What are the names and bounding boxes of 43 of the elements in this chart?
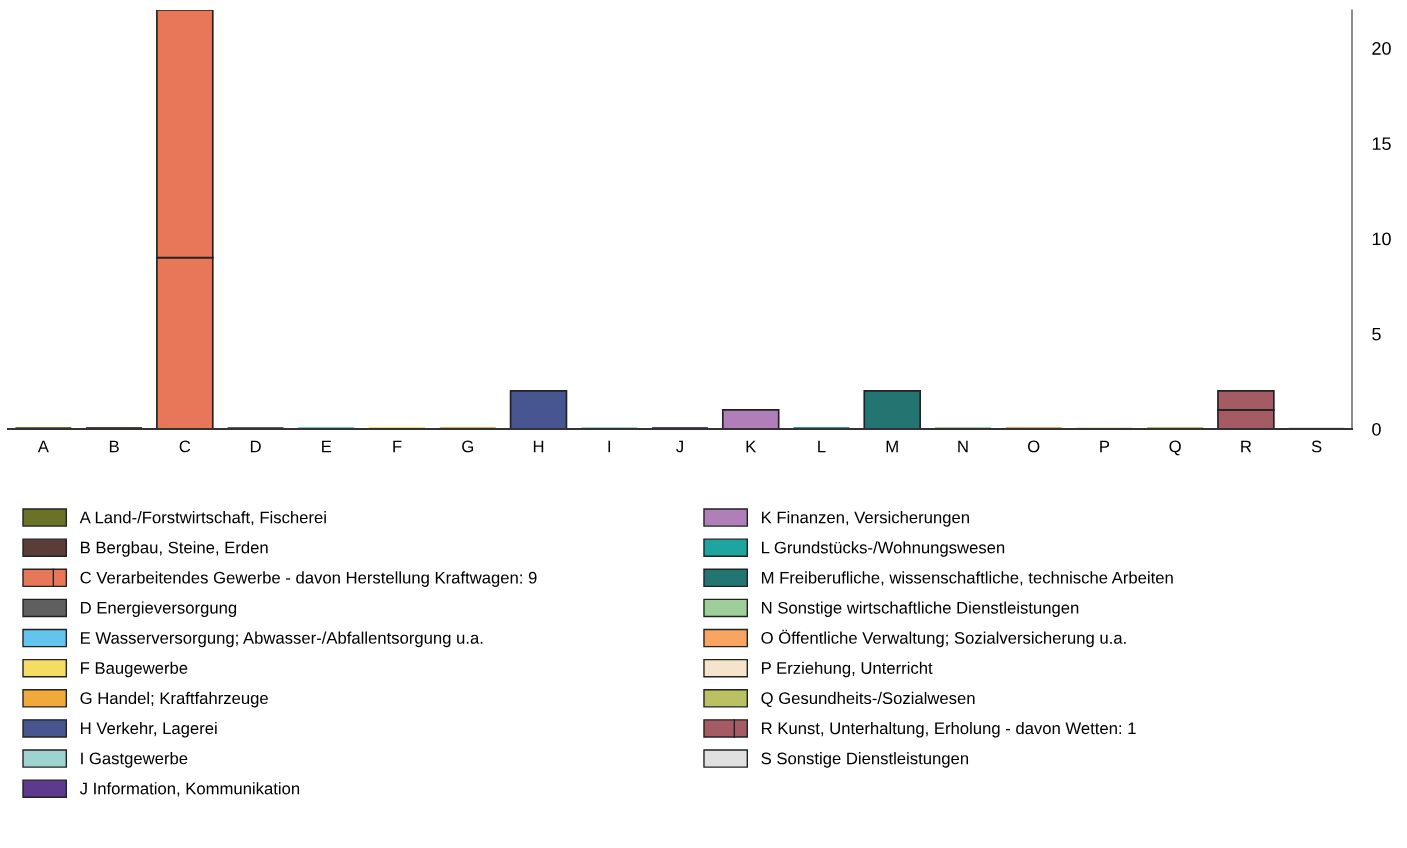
legend-label: N Sonstige wirtschaftliche Dienstleistungen — [762, 601, 1079, 617]
legend-label: H Verkehr, Lagerei — [81, 721, 217, 738]
legend-label: M Freiberufliche, wissenschaftliche, technische Arbeiten — [762, 571, 1173, 586]
y-tick-label: 20 — [1372, 42, 1391, 55]
x-tick-label: O — [1027, 440, 1040, 453]
legend-label: Q Gesundheits-/Sozialwesen — [761, 691, 975, 708]
legend-label: O Öffentliche Verwaltung; Sozialversicherung u.a. — [761, 629, 1126, 648]
x-tick-label: J — [676, 440, 683, 453]
x-tick-label: H — [533, 440, 544, 453]
legend-label: D Energieversorgung — [81, 601, 237, 617]
legend-label: I Gastgewerbe — [81, 752, 188, 768]
x-tick-label: D — [250, 440, 261, 453]
legend-label: G Handel; Kraftfahrzeuge — [80, 691, 268, 708]
x-tick-label: P — [1100, 440, 1110, 453]
x-tick-label: C — [179, 440, 191, 453]
y-tick-label: 10 — [1372, 232, 1391, 246]
x-tick-label: B — [109, 440, 119, 453]
x-tick-label: R — [1241, 440, 1252, 453]
y-tick-label: 15 — [1372, 137, 1391, 151]
x-tick-label: A — [37, 440, 49, 453]
legend-label: J Information, Kommunikation — [79, 782, 300, 797]
legend-label: C Verarbeitendes Gewerbe - davon Herstellung Kraftwagen: 9 — [80, 571, 537, 587]
x-tick-label: K — [746, 440, 757, 453]
x-tick-label: F — [393, 440, 402, 453]
legend-label: K Finanzen, Versicherungen — [762, 511, 969, 527]
legend-label: F Baugewerbe — [81, 661, 188, 678]
y-tick-label: 0 — [1372, 422, 1381, 436]
x-tick-label: E — [322, 440, 332, 453]
legend-label: A Land-/Forstwirtschaft, Fischerei — [79, 511, 326, 526]
legend-label: P Erziehung, Unterricht — [762, 661, 933, 678]
y-tick-label: 5 — [1372, 327, 1381, 341]
legend-label: L Grundstücks-/Wohnungswesen — [762, 541, 1005, 557]
x-tick-label: S — [1311, 440, 1322, 453]
legend-label: B Bergbau, Steine, Erden — [81, 541, 268, 557]
legend-label: E Wasserversorgung; Abwasser-/Abfallentsorgung u.a. — [81, 631, 483, 648]
legend-label: S Sonstige Dienstleistungen — [761, 752, 969, 768]
x-tick-label: N — [958, 440, 968, 453]
x-tick-label: M — [886, 440, 898, 453]
legend-label: R Kunst, Unterhaltung, Erholung - davon Wetten: 1 — [762, 721, 1136, 738]
x-tick-label: L — [818, 440, 826, 453]
x-tick-label: I — [608, 440, 611, 453]
x-tick-label: G — [462, 440, 474, 453]
x-tick-label: Q — [1169, 440, 1181, 456]
